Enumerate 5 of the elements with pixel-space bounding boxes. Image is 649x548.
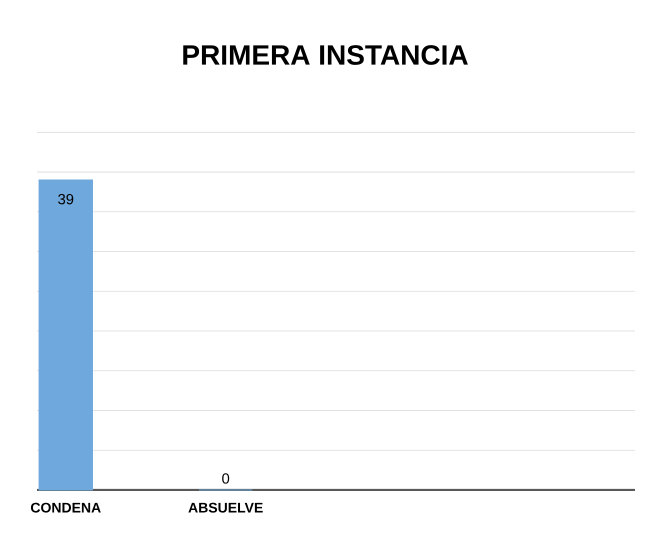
x-tick-label: CONDENA (30, 502, 101, 513)
data-label: 0 (222, 473, 230, 484)
chart-title: PRIMERA INSTANCIA (183, 45, 468, 65)
data-label: 39 (58, 194, 74, 204)
x-tick-label: ABSUELVE (188, 502, 263, 513)
